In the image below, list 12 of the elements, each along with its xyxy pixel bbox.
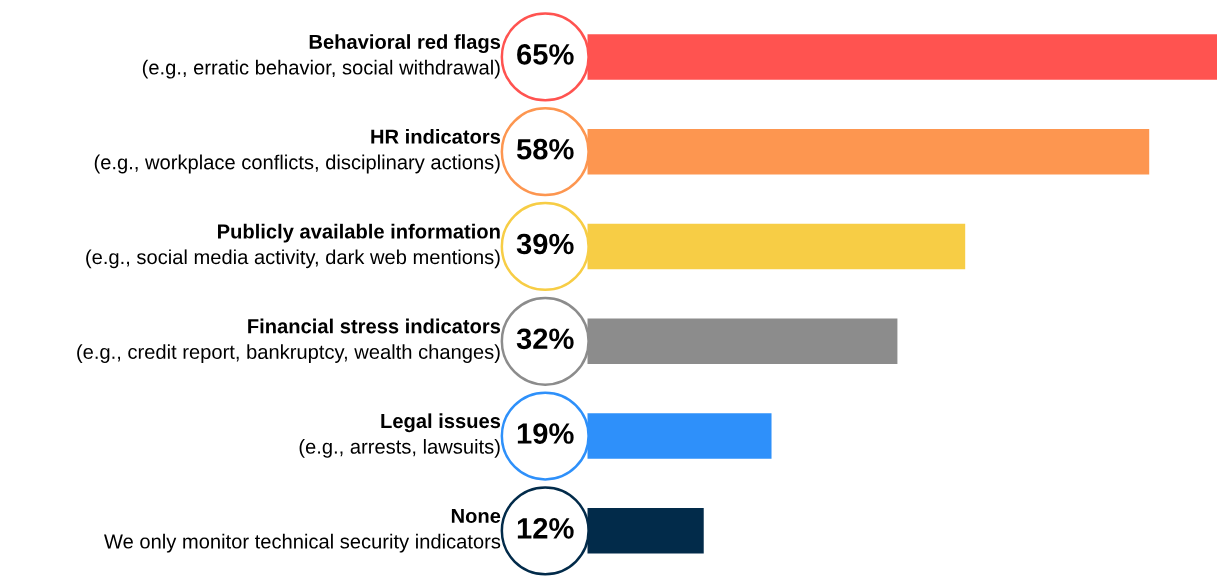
- data-label: 58%: [516, 138, 574, 160]
- y-tick-label: Legal issues (e.g., arrests, lawsuits): [299, 413, 501, 458]
- y-tick-label: Behavioral red flags (e.g., erratic behavior, social withdrawal): [142, 34, 501, 79]
- data-label: 12%: [517, 518, 574, 539]
- data-label: 39%: [516, 233, 574, 255]
- data-label: 32%: [516, 328, 574, 350]
- y-tick-label: Publicly available information (e.g., social media activity, dark web mentions): [86, 223, 500, 269]
- y-tick-label: Financial stress indicators (e.g., credit report, bankruptcy, wealth changes): [77, 318, 501, 363]
- y-tick-label: None We only monitor technical security indicators: [104, 508, 501, 553]
- data-label: 65%: [517, 44, 574, 65]
- data-label: 19%: [517, 423, 574, 444]
- y-tick-label: HR indicators (e.g., workplace conflicts, disciplinary actions): [94, 129, 501, 174]
